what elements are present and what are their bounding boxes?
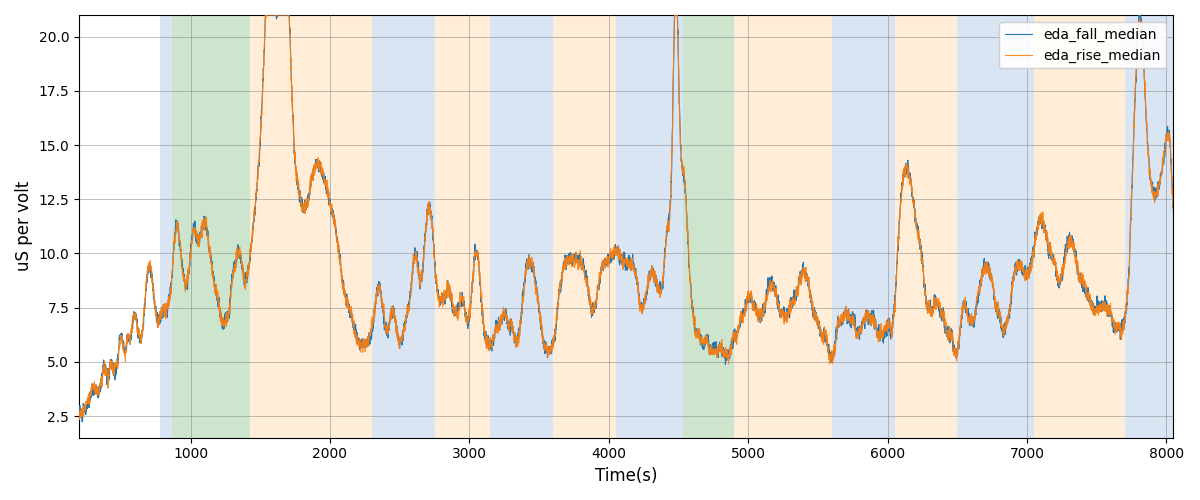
Bar <box>958 15 1034 438</box>
Bar <box>683 15 734 438</box>
eda_rise_median <box>942 328 956 334</box>
eda_fall_median <box>883 328 898 334</box>
eda_fall_median <box>1166 204 1181 210</box>
Y-axis label: uS per volt: uS per volt <box>14 181 32 272</box>
Bar <box>491 15 553 438</box>
eda_rise_median <box>72 414 86 420</box>
eda_fall_median <box>74 419 89 425</box>
Bar <box>668 15 683 438</box>
eda_rise_median <box>72 417 86 423</box>
Line: eda_rise_median: eda_rise_median <box>79 15 1174 420</box>
eda_fall_median <box>720 350 734 356</box>
eda_fall_median <box>942 334 956 340</box>
Bar <box>251 15 372 438</box>
eda_rise_median <box>127 310 142 316</box>
Bar <box>553 15 616 438</box>
eda_rise_median <box>720 353 734 359</box>
Bar <box>832 15 894 438</box>
Bar <box>372 15 434 438</box>
Bar <box>434 15 491 438</box>
Bar <box>160 15 173 438</box>
eda_rise_median <box>1166 210 1181 216</box>
eda_fall_median <box>258 12 272 18</box>
Legend: eda_fall_median, eda_rise_median: eda_fall_median, eda_rise_median <box>1000 22 1166 68</box>
eda_rise_median <box>767 293 781 299</box>
eda_rise_median <box>468 252 482 258</box>
eda_rise_median <box>258 12 272 18</box>
Bar <box>1034 15 1124 438</box>
eda_rise_median <box>883 319 898 325</box>
eda_fall_median <box>127 310 142 316</box>
Bar <box>173 15 251 438</box>
eda_fall_median <box>767 285 781 291</box>
Bar <box>616 15 668 438</box>
X-axis label: Time(s): Time(s) <box>595 467 658 485</box>
Bar <box>894 15 958 438</box>
Bar <box>1124 15 1174 438</box>
Bar <box>734 15 832 438</box>
eda_fall_median <box>468 252 482 258</box>
Line: eda_fall_median: eda_fall_median <box>79 15 1174 422</box>
eda_fall_median <box>72 410 86 416</box>
